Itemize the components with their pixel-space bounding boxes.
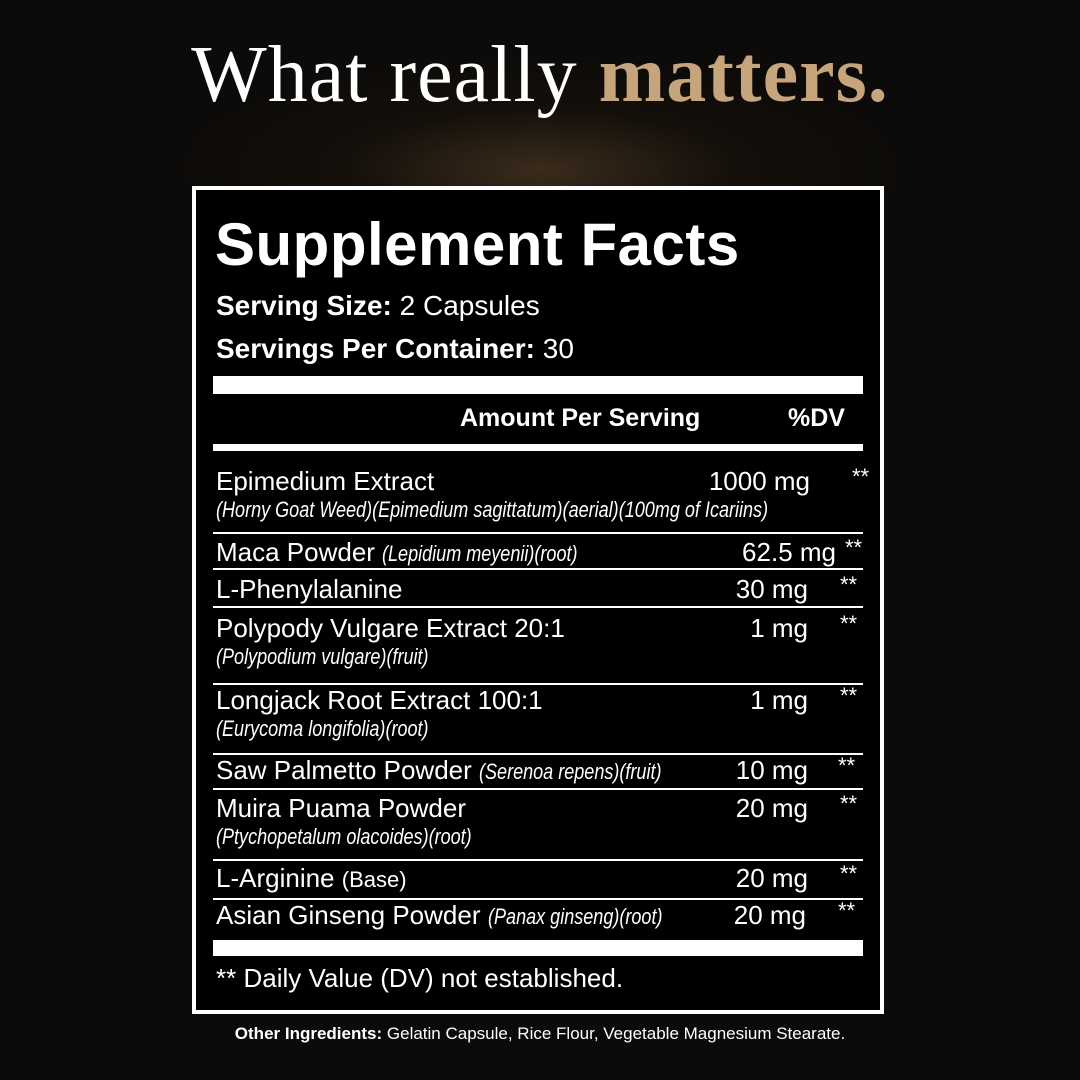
ingredient-row: Muira Puama Powder <box>216 793 466 824</box>
ingredient-row: Epimedium Extract <box>216 466 434 497</box>
ingredient-name: L-Arginine <box>216 863 335 893</box>
ingredient-amount: 10 mg <box>735 755 808 785</box>
ingredient-name: Epimedium Extract <box>216 466 435 496</box>
ingredient-amount: 1 mg <box>750 613 808 643</box>
ingredient-row: Saw Palmetto Powder (Serenoa repens)(fru… <box>216 755 702 786</box>
ingredient-amount: 20 mg <box>733 900 806 930</box>
ingredient-name: Polypody Vulgare Extract 20:1 <box>216 613 565 643</box>
headline-accent: matters. <box>598 31 889 119</box>
ingredient-dv: ** <box>840 572 858 597</box>
ingredient-row: Asian Ginseng Powder (Panax ginseng)(roo… <box>216 900 701 931</box>
ingredient-name: Saw Palmetto Powder <box>216 755 472 785</box>
ingredient-dv: ** <box>840 611 858 636</box>
header-dv: %DV <box>788 404 845 432</box>
serving-size-label: Serving Size: <box>216 290 392 321</box>
servings-per-container: Servings Per Container: 30 <box>216 333 574 365</box>
serving-size-value: 2 Capsules <box>399 290 540 321</box>
ingredient-detail: (Panax ginseng)(root) <box>487 904 663 929</box>
ingredient-detail-text: (Eurycoma longifolia)(root) <box>216 716 429 741</box>
ingredient-detail: (Polypodium vulgare)(fruit) <box>216 644 475 670</box>
ingredient-detail-text: (Ptychopetalum olacoides)(root) <box>216 824 472 849</box>
row-rule <box>213 532 863 534</box>
thick-rule <box>213 376 863 394</box>
ingredient-dv: ** <box>838 898 856 923</box>
other-value: Gelatin Capsule, Rice Flour, Vegetable M… <box>386 1024 846 1043</box>
ingredient-name: Longjack Root Extract 100:1 <box>216 685 543 715</box>
ingredient-name: Maca Powder <box>216 537 375 567</box>
ingredient-amount: 20 mg <box>735 863 808 893</box>
servings-label: Servings Per Container: <box>216 333 535 364</box>
row-rule <box>213 606 863 608</box>
panel-title: Supplement Facts <box>215 211 740 278</box>
other-ingredients: Other Ingredients: Gelatin Capsule, Rice… <box>0 1024 1080 1044</box>
ingredient-detail: (Lepidium meyenii)(root) <box>382 541 578 566</box>
thick-rule <box>213 940 863 956</box>
ingredient-dv: ** <box>840 791 858 816</box>
rule <box>213 444 863 451</box>
row-rule <box>213 568 863 570</box>
ingredient-detail: (Serenoa repens)(fruit) <box>479 759 662 784</box>
ingredient-dv: ** <box>840 861 858 886</box>
ingredient-amount: 20 mg <box>735 793 808 823</box>
ingredient-detail-text: (Horny Goat Weed)(Epimedium sagittatum)(… <box>216 497 769 522</box>
ingredient-detail-text: (Polypodium vulgare)(fruit) <box>216 644 429 669</box>
ingredient-dv: ** <box>845 535 863 560</box>
ingredient-dv: ** <box>840 683 858 708</box>
ingredient-dv: ** <box>838 753 856 778</box>
row-rule <box>213 898 863 900</box>
serving-size: Serving Size: 2 Capsules <box>216 290 540 322</box>
footnote: ** Daily Value (DV) not established. <box>216 963 624 993</box>
ingredient-amount: 1000 mg <box>708 466 810 496</box>
other-label: Other Ingredients: <box>234 1024 383 1043</box>
facts-panel <box>192 186 884 1014</box>
ingredient-row: Maca Powder (Lepidium meyenii)(root) <box>216 537 621 568</box>
ingredient-row: Longjack Root Extract 100:1 <box>216 685 543 716</box>
ingredient-row: L-Phenylalanine <box>216 574 402 605</box>
ingredient-name: L-Phenylalanine <box>216 574 403 604</box>
headline-lead: What really <box>191 31 578 119</box>
ingredient-dv: ** <box>852 464 870 489</box>
ingredient-detail: (Base) <box>341 867 407 892</box>
ingredient-amount: 62.5 mg <box>742 537 836 567</box>
servings-value: 30 <box>542 333 574 364</box>
ingredient-amount: 1 mg <box>750 685 808 715</box>
ingredient-amount: 30 mg <box>735 574 808 604</box>
ingredient-name: Muira Puama Powder <box>216 793 466 823</box>
ingredient-row: L-Arginine (Base) <box>216 863 407 894</box>
ingredient-row: Polypody Vulgare Extract 20:1 <box>216 613 565 644</box>
ingredient-detail: (Eurycoma longifolia)(root) <box>216 716 475 742</box>
row-rule <box>213 683 863 685</box>
row-rule <box>213 753 863 755</box>
header-amount: Amount Per Serving <box>460 404 701 432</box>
row-rule <box>213 788 863 790</box>
ingredient-detail: (Ptychopetalum olacoides)(root) <box>216 824 528 850</box>
headline: What really matters. <box>0 30 1080 121</box>
ingredient-detail: (Horny Goat Weed)(Epimedium sagittatum)(… <box>216 497 889 523</box>
row-rule <box>213 859 863 861</box>
ingredient-name: Asian Ginseng Powder <box>216 900 481 930</box>
